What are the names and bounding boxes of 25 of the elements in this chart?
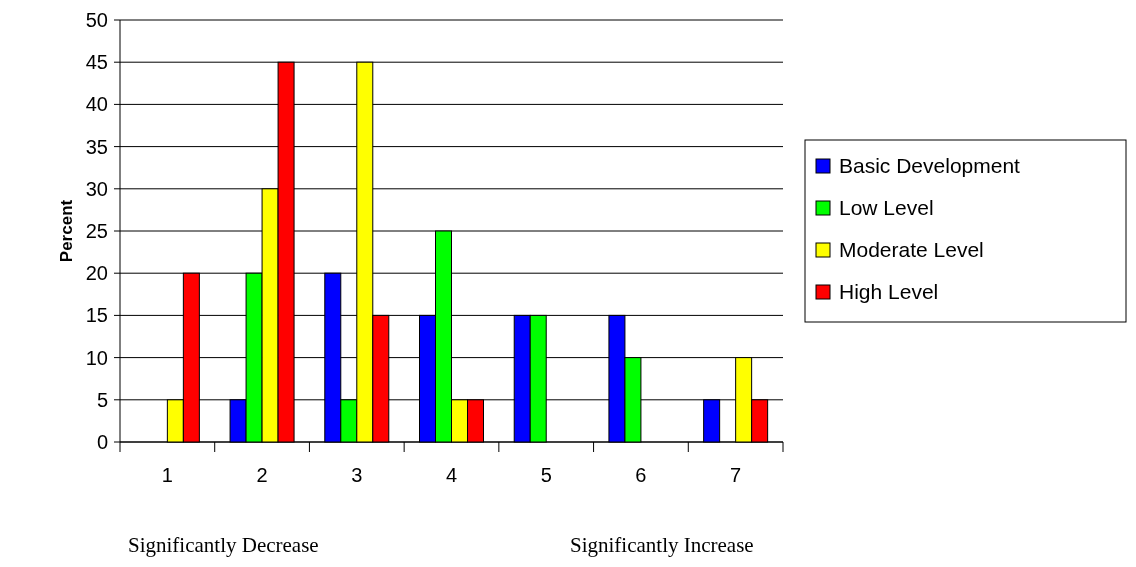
legend-label: High Level [839,280,939,304]
y-tick-label: 35 [85,135,108,158]
y-tick-label: 5 [96,388,108,411]
text: Significantly Decrease [128,533,319,557]
text: Significantly Increase [570,533,754,557]
y-tick-label: 15 [85,304,108,327]
x-tick-label: 1 [161,464,173,486]
x-tick-label: 3 [351,464,363,486]
y-tick-label: 50 [85,9,108,31]
x-tick-label: 7 [730,464,742,486]
y-tick-label: 30 [85,177,108,200]
y-tick-label: 10 [85,346,108,369]
y-tick-label: 25 [85,220,108,242]
x-tick-label: 4 [445,464,458,486]
y-tick-label: 45 [85,51,108,74]
legend-label: Basic Development [839,154,1021,178]
y-tick-label: 40 [85,93,108,116]
x-tick-label: 6 [635,464,647,486]
x-tick-label: 2 [256,464,268,486]
legend-label: Low Level [839,196,934,220]
y-axis-title: Percent [57,199,76,263]
y-tick-label: 0 [96,431,108,453]
y-tick-label: 20 [85,262,108,285]
x-tick-label: 5 [540,464,552,486]
legend-label: Moderate Level [839,238,984,262]
